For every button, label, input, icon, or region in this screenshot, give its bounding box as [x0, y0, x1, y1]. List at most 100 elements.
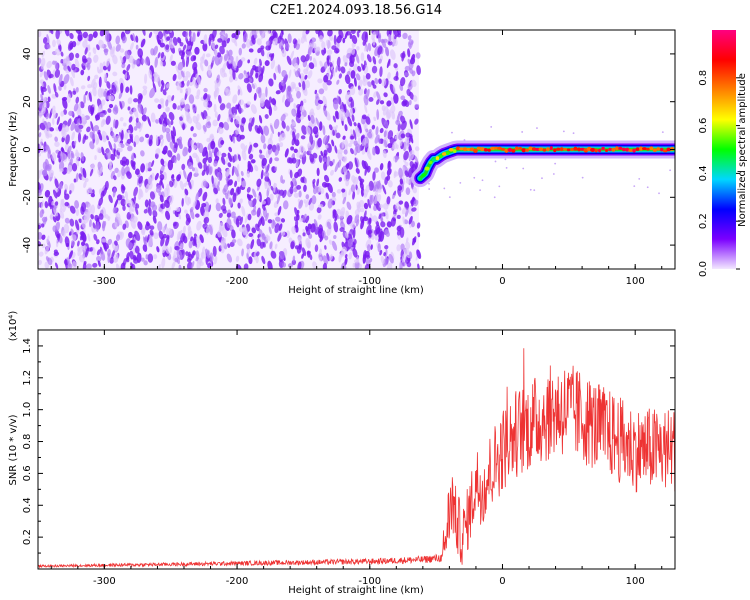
noise-speckle	[303, 98, 307, 104]
noise-speckle	[101, 135, 107, 143]
noise-speckle	[211, 30, 217, 39]
noise-speckle	[75, 86, 79, 93]
noise-speckle	[377, 137, 381, 144]
noise-speckle	[412, 237, 417, 243]
noise-speckle	[137, 93, 143, 100]
noise-speckle	[157, 221, 163, 232]
noise-speckle	[91, 106, 95, 114]
noise-speckle	[184, 188, 189, 196]
signal-blob	[483, 147, 488, 152]
noise-speckle	[240, 57, 246, 62]
noise-speckle	[241, 43, 246, 49]
noise-speckle	[94, 74, 99, 80]
noise-speckle	[291, 259, 297, 266]
noise-speckle	[147, 161, 152, 169]
noise-speckle	[65, 242, 70, 248]
noise-speckle	[106, 81, 111, 89]
snr-scale-label: (x10⁴)	[8, 311, 19, 342]
noise-speckle	[298, 145, 304, 153]
noise-speckle	[190, 126, 194, 132]
noise-speckle	[128, 116, 133, 123]
noise-speckle	[152, 204, 158, 212]
noise-speckle	[103, 73, 107, 81]
noise-speckle	[323, 161, 328, 171]
noise-speckle	[221, 40, 227, 48]
noise-speckle	[93, 233, 98, 241]
noise-speckle	[195, 256, 199, 262]
noise-speckle	[291, 137, 296, 146]
noise-speckle	[171, 95, 175, 102]
noise-speckle	[233, 112, 237, 120]
noise-speckle	[108, 103, 114, 109]
sparse-dot	[554, 162, 557, 165]
noise-speckle	[168, 194, 174, 205]
noise-speckle	[209, 252, 214, 263]
noise-speckle	[216, 52, 222, 58]
noise-speckle	[92, 47, 97, 55]
noise-speckle	[354, 258, 360, 264]
noise-speckle	[188, 145, 192, 153]
noise-speckle	[133, 141, 136, 148]
noise-speckle	[133, 152, 137, 159]
noise-speckle	[201, 202, 207, 208]
noise-speckle	[92, 189, 95, 195]
noise-speckle	[220, 140, 225, 145]
noise-speckle	[301, 125, 307, 135]
noise-speckle	[386, 196, 391, 205]
noise-speckle	[263, 171, 270, 178]
signal-blob	[418, 177, 423, 182]
noise-speckle	[133, 186, 139, 197]
noise-speckle	[132, 32, 136, 43]
noise-speckle	[222, 208, 227, 214]
noise-speckle	[306, 250, 312, 255]
y-tick-label: -40	[22, 237, 33, 253]
noise-speckle	[399, 77, 406, 87]
noise-speckle	[216, 171, 223, 182]
noise-speckle	[307, 46, 313, 56]
signal-blob	[646, 147, 650, 151]
noise-speckle	[38, 31, 42, 38]
noise-speckle	[362, 254, 367, 264]
signal-blob	[504, 148, 509, 153]
signal-blob	[528, 146, 533, 151]
noise-speckle	[153, 232, 159, 240]
noise-speckle	[63, 223, 70, 234]
noise-speckle	[177, 229, 183, 240]
noise-speckle	[367, 198, 371, 209]
noise-speckle	[277, 232, 282, 242]
noise-speckle	[41, 209, 45, 214]
noise-speckle	[94, 214, 100, 223]
noise-speckle	[248, 153, 254, 160]
noise-speckle	[109, 257, 115, 264]
signal-blob	[577, 147, 581, 152]
noise-speckle	[380, 255, 385, 264]
noise-speckle	[85, 90, 88, 96]
noise-speckle	[38, 190, 42, 196]
noise-speckle	[383, 252, 386, 257]
noise-speckle	[325, 39, 332, 49]
noise-speckle	[304, 74, 308, 80]
noise-speckle	[400, 95, 406, 101]
noise-speckle	[256, 38, 262, 46]
sparse-dot	[638, 177, 641, 180]
signal-blob	[507, 147, 513, 153]
noise-speckle	[341, 140, 345, 149]
noise-speckle	[293, 148, 298, 154]
noise-speckle	[342, 135, 346, 140]
noise-speckle	[308, 203, 315, 211]
noise-speckle	[137, 221, 143, 231]
noise-speckle	[223, 121, 230, 131]
noise-speckle	[246, 247, 251, 255]
noise-speckle	[202, 124, 207, 132]
noise-speckle	[408, 133, 413, 140]
noise-speckle	[382, 137, 388, 148]
noise-speckle	[282, 200, 289, 210]
noise-speckle	[402, 99, 408, 106]
noise-speckle	[264, 60, 270, 67]
noise-speckle	[113, 143, 117, 150]
noise-speckle	[226, 217, 232, 229]
noise-speckle	[173, 179, 178, 188]
noise-speckle	[182, 123, 185, 131]
noise-speckle	[324, 144, 329, 149]
noise-speckle	[287, 263, 294, 268]
